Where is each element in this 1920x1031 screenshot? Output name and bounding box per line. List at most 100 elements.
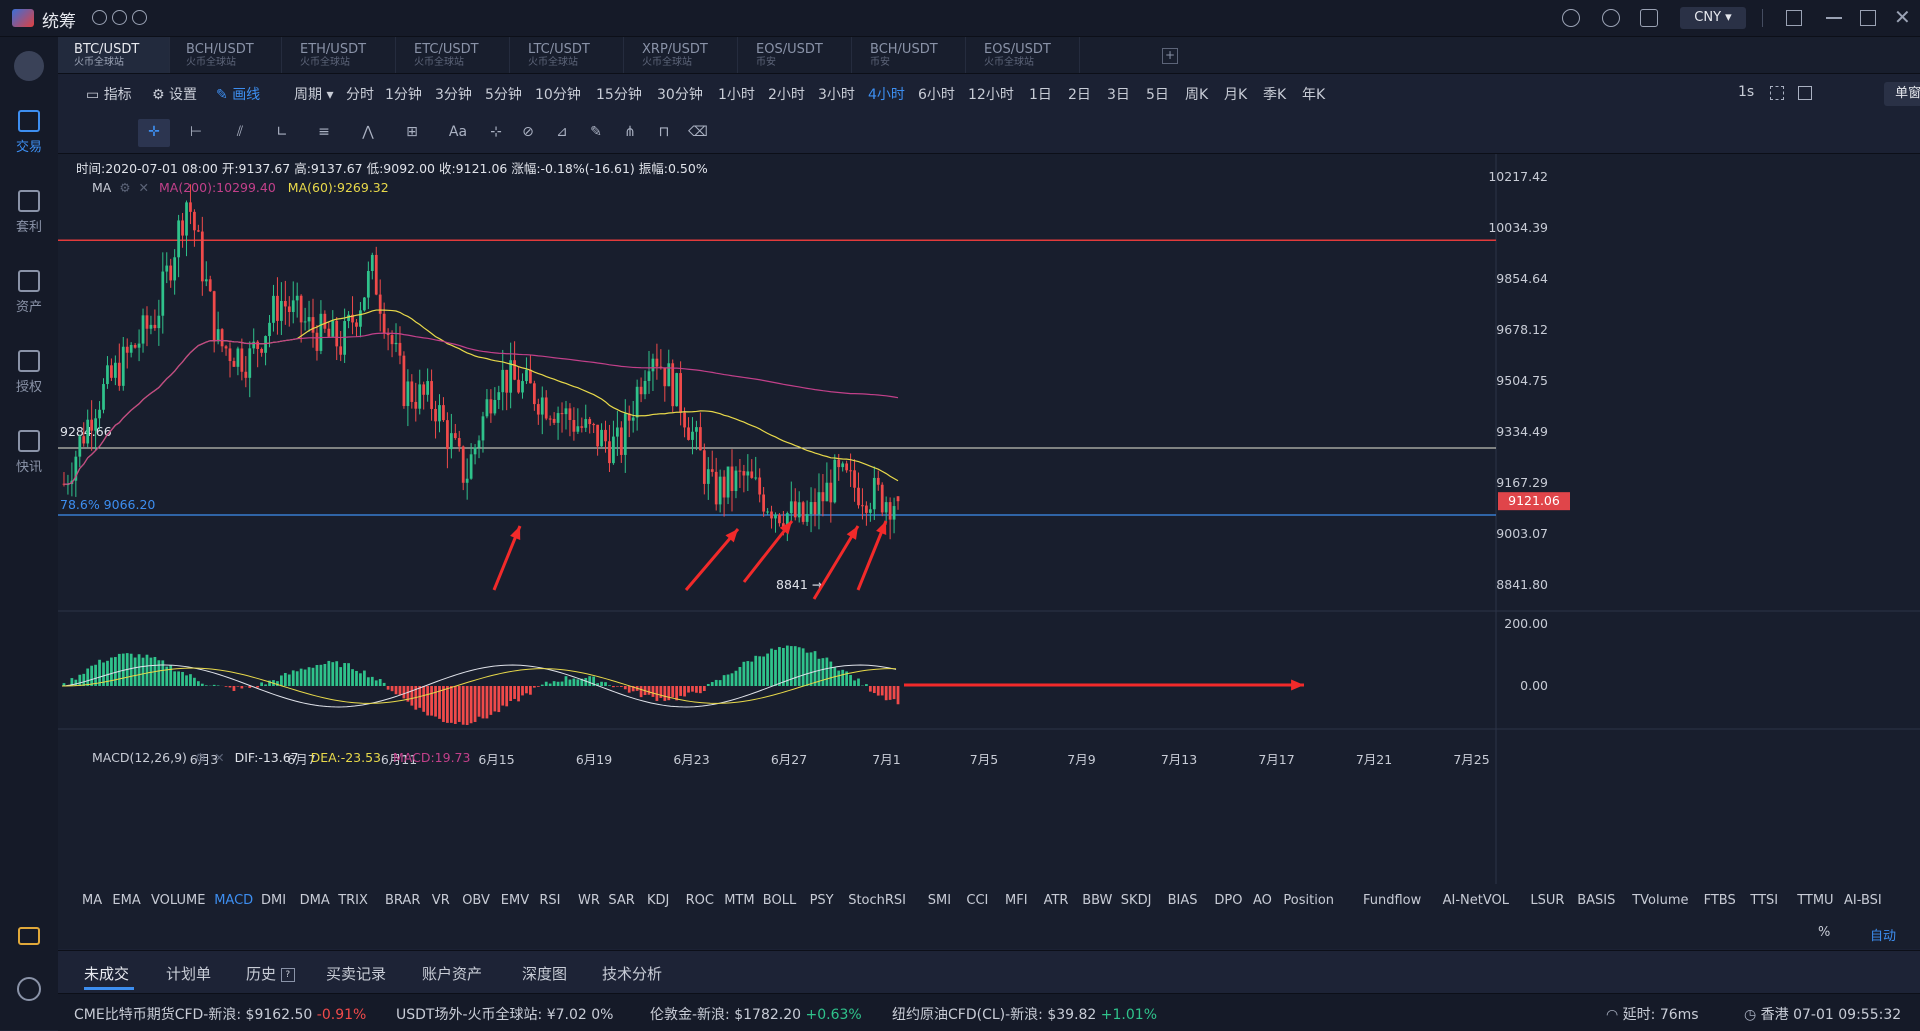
period-option[interactable]: 15分钟 [596,84,642,104]
vip-icon[interactable] [18,927,40,945]
period-option[interactable]: 10分钟 [535,84,581,104]
period-option[interactable]: 4小时 [868,84,905,104]
window-mode-select[interactable]: 单窗口 ▾ [1884,82,1920,106]
indicator-tab[interactable]: ROC [686,893,714,908]
fullscreen-icon[interactable] [1770,86,1784,100]
macd-settings-icon[interactable]: ⚙ [195,750,206,765]
period-option[interactable]: 5分钟 [485,84,522,104]
indicator-tab[interactable]: BRAR [385,893,420,908]
ruler-icon[interactable]: ⊿ [552,123,572,141]
ticker-item[interactable]: CME比特币期货CFD-新浪: $9162.50 -0.91% [74,1004,366,1024]
period-option[interactable]: 月K [1224,84,1247,104]
grid-icon[interactable]: ⊞ [402,123,422,141]
period-option[interactable]: 分时 [346,84,374,104]
phone-icon[interactable] [132,10,147,25]
period-option[interactable]: 2小时 [768,84,805,104]
sidebar-item-arbitrage[interactable]: 套利 [0,190,58,235]
indicator-tab[interactable]: AI-NetVOL [1443,893,1509,908]
period-option[interactable]: 季K [1263,84,1286,104]
tab-open-orders[interactable]: 未成交 [84,963,129,984]
indicator-tab[interactable]: SKDJ [1121,893,1152,908]
sidebar-item-authorize[interactable]: 授权 [0,350,58,395]
currency-select[interactable]: CNY ▾ [1680,7,1746,29]
text-icon[interactable]: Aa [448,123,468,141]
period-option[interactable]: 3小时 [818,84,855,104]
shield-icon[interactable] [92,10,107,25]
tab-technical-analysis[interactable]: 技术分析 [602,963,662,984]
indicator-tab[interactable]: BOLL [763,893,796,908]
close-icon[interactable]: ✕ [1894,5,1911,29]
period-option[interactable]: 1分钟 [385,84,422,104]
indicator-tab[interactable]: MTM [724,893,754,908]
trash-icon[interactable]: ⌫ [688,123,708,141]
period-option[interactable]: 3分钟 [435,84,472,104]
minimize-icon[interactable] [1826,17,1842,19]
macd-close-icon[interactable]: ✕ [214,750,224,765]
pen-icon[interactable]: ✎ [586,123,606,141]
indicator-tab[interactable]: StochRSI [848,893,906,908]
indicator-tab[interactable]: AI-BSI [1844,893,1882,908]
sidebar-item-news[interactable]: 快讯 [0,430,58,475]
indicator-tab[interactable]: Position [1283,893,1334,908]
period-option[interactable]: 6小时 [918,84,955,104]
parallel-lines-icon[interactable]: ≡ [314,123,334,141]
tab-account-assets[interactable]: 账户资产 [422,963,482,984]
ticker-item[interactable]: 伦敦金-新浪: $1782.20 +0.63% [650,1004,862,1024]
angle-icon[interactable]: ∟ [272,123,292,141]
indicator-tab[interactable]: TTSI [1750,893,1778,908]
indicator-tab[interactable]: TRIX [338,893,368,908]
indicator-tab[interactable]: WR [578,893,600,908]
ticker-item[interactable]: 纽约原油CFD(CL)-新浪: $39.82 +1.01% [892,1004,1157,1024]
period-option[interactable]: 30分钟 [657,84,703,104]
tab-trade-records[interactable]: 买卖记录 [326,963,386,984]
indicator-tab[interactable]: EMA [112,893,140,908]
indicator-tab[interactable]: BASIS [1577,893,1615,908]
ma-settings-icon[interactable]: ⚙ [119,180,130,195]
period-option[interactable]: 12小时 [968,84,1014,104]
indicator-tab[interactable]: DPO [1214,893,1242,908]
settings-button[interactable]: ⚙ 设置 [152,84,197,104]
auto-scale-toggle[interactable]: 自动 [1870,925,1896,944]
indicator-tab[interactable]: Fundflow [1363,893,1421,908]
search-icon[interactable] [1602,9,1620,27]
period-select[interactable]: 周期 ▾ [294,84,333,104]
bell-icon[interactable] [1562,9,1580,27]
lock-icon[interactable]: ⊓ [654,123,674,141]
trend-line-icon[interactable]: ⫽ [230,123,250,141]
indicator-tab[interactable]: DMI [261,893,286,908]
draw-button[interactable]: ✎ 画线 [216,84,260,104]
indicator-tab[interactable]: AO [1253,893,1272,908]
indicator-tab[interactable]: MA [82,893,102,908]
indicator-tab[interactable]: MFI [1005,893,1028,908]
pattern-icon[interactable]: ⊹ [486,123,506,141]
indicator-tab[interactable]: EMV [501,893,529,908]
indicator-tab[interactable]: SMI [928,893,951,908]
indicator-tab[interactable]: VOLUME [151,893,205,908]
indicator-tab[interactable]: DMA [300,893,330,908]
refresh-interval[interactable]: 1s [1738,84,1754,100]
indicator-tab[interactable]: OBV [462,893,490,908]
link-icon[interactable]: ⊘ [518,123,538,141]
horizontal-line-icon[interactable]: ⊢ [186,123,206,141]
candlestick-chart[interactable]: 10217.4210034.399854.649678.129504.75933… [58,154,1920,949]
sidebar-item-trade[interactable]: 交易 [0,110,58,155]
percent-toggle[interactable]: % [1818,925,1830,940]
avatar[interactable] [14,51,44,81]
shirt-icon[interactable] [1640,9,1658,27]
indicator-tab[interactable]: LSUR [1530,893,1564,908]
indicator-tab[interactable]: TTMU [1797,893,1833,908]
period-option[interactable]: 1小时 [718,84,755,104]
period-option[interactable]: 5日 [1146,84,1169,104]
settings-gear-icon[interactable] [17,977,41,1001]
indicator-tab[interactable]: BBW [1082,893,1112,908]
sidebar-item-assets[interactable]: 资产 [0,270,58,315]
period-option[interactable]: 2日 [1068,84,1091,104]
indicator-tab[interactable]: MACD [214,893,253,908]
period-option[interactable]: 3日 [1107,84,1130,104]
indicator-tab[interactable]: SAR [608,893,634,908]
